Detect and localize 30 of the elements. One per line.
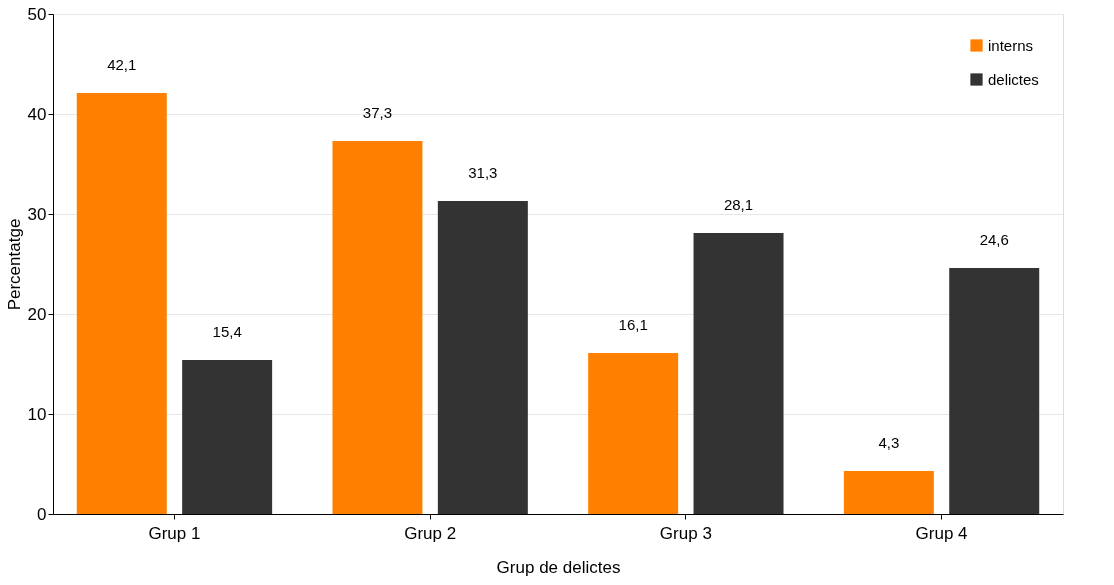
x-axis-title: Grup de delictes: [496, 557, 621, 577]
bar: [76, 93, 167, 514]
data-label: 24,6: [979, 231, 1009, 248]
x-tick-label: Grup 4: [915, 523, 968, 543]
y-tick-label: 20: [27, 304, 47, 324]
y-tick-label: 40: [27, 104, 47, 124]
x-tick-label: Grup 2: [404, 523, 457, 543]
data-label: 37,3: [362, 104, 393, 121]
x-tick-label: Grup 1: [148, 523, 201, 543]
x-tick-label: Grup 3: [659, 523, 712, 543]
y-tick-label: 30: [27, 204, 47, 224]
bar: [437, 201, 528, 514]
data-label: 42,1: [107, 56, 137, 73]
data-label: 4,3: [878, 434, 900, 451]
data-label: 15,4: [212, 323, 242, 340]
y-tick-label: 50: [27, 4, 47, 24]
data-label: 28,1: [723, 196, 754, 213]
bar: [693, 233, 784, 514]
data-label: 31,3: [468, 164, 498, 181]
bar: [588, 353, 679, 514]
data-label: 16,1: [618, 316, 648, 333]
legend-label: interns: [988, 36, 1034, 54]
y-axis-title: Percentatge: [4, 218, 24, 311]
legend-label: delictes: [988, 70, 1039, 88]
y-tick-label: 10: [27, 404, 47, 424]
bar: [949, 268, 1040, 514]
y-tick-label: 0: [37, 504, 47, 524]
bar: [843, 471, 934, 514]
bar: [332, 141, 423, 514]
bar: [182, 360, 273, 514]
